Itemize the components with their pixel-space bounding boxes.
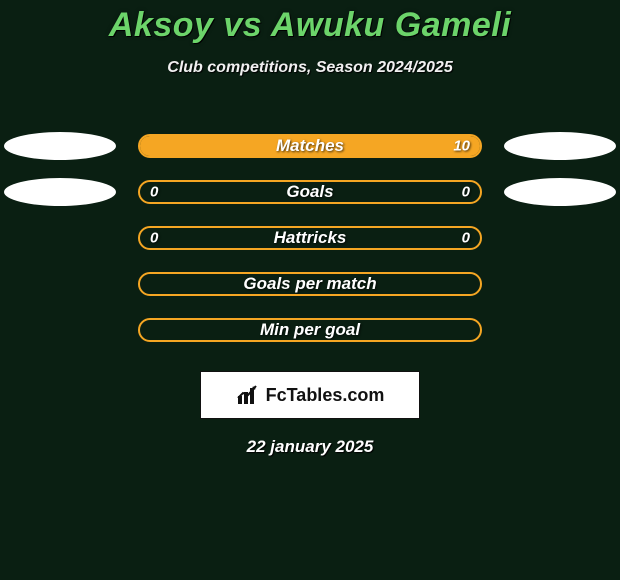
fctables-logo[interactable]: FcTables.com	[200, 371, 420, 419]
player-left-marker	[4, 132, 116, 160]
stat-bar: Matches 10	[138, 134, 482, 158]
stat-label: Matches	[276, 136, 344, 156]
stat-bar: Goals per match	[138, 272, 482, 296]
chart-icon	[236, 384, 260, 406]
stat-value-right: 10	[453, 138, 470, 155]
subtitle: Club competitions, Season 2024/2025	[0, 59, 620, 77]
player-left-marker	[4, 178, 116, 206]
player-right-marker	[504, 178, 616, 206]
date: 22 january 2025	[0, 437, 620, 457]
stat-row: Goals per match	[0, 261, 620, 307]
stat-label: Goals per match	[243, 274, 376, 294]
stat-value-left: 0	[150, 184, 158, 201]
stat-bar: Hattricks 0 0	[138, 226, 482, 250]
stat-row: Goals 0 0	[0, 169, 620, 215]
player-right-marker	[504, 132, 616, 160]
stat-bar: Min per goal	[138, 318, 482, 342]
stats-container: Matches 10 Goals 0 0 Hattricks 0 0 Goals per mat…	[0, 123, 620, 353]
stat-value-left: 0	[150, 230, 158, 247]
stat-label: Hattricks	[274, 228, 347, 248]
logo-text: FcTables.com	[266, 385, 385, 406]
stat-value-right: 0	[462, 184, 470, 201]
page-title: Aksoy vs Awuku Gameli	[0, 0, 620, 45]
stat-row: Matches 10	[0, 123, 620, 169]
stat-row: Hattricks 0 0	[0, 215, 620, 261]
stat-value-right: 0	[462, 230, 470, 247]
stat-label: Goals	[286, 182, 333, 202]
stat-bar: Goals 0 0	[138, 180, 482, 204]
stat-row: Min per goal	[0, 307, 620, 353]
stat-label: Min per goal	[260, 320, 360, 340]
